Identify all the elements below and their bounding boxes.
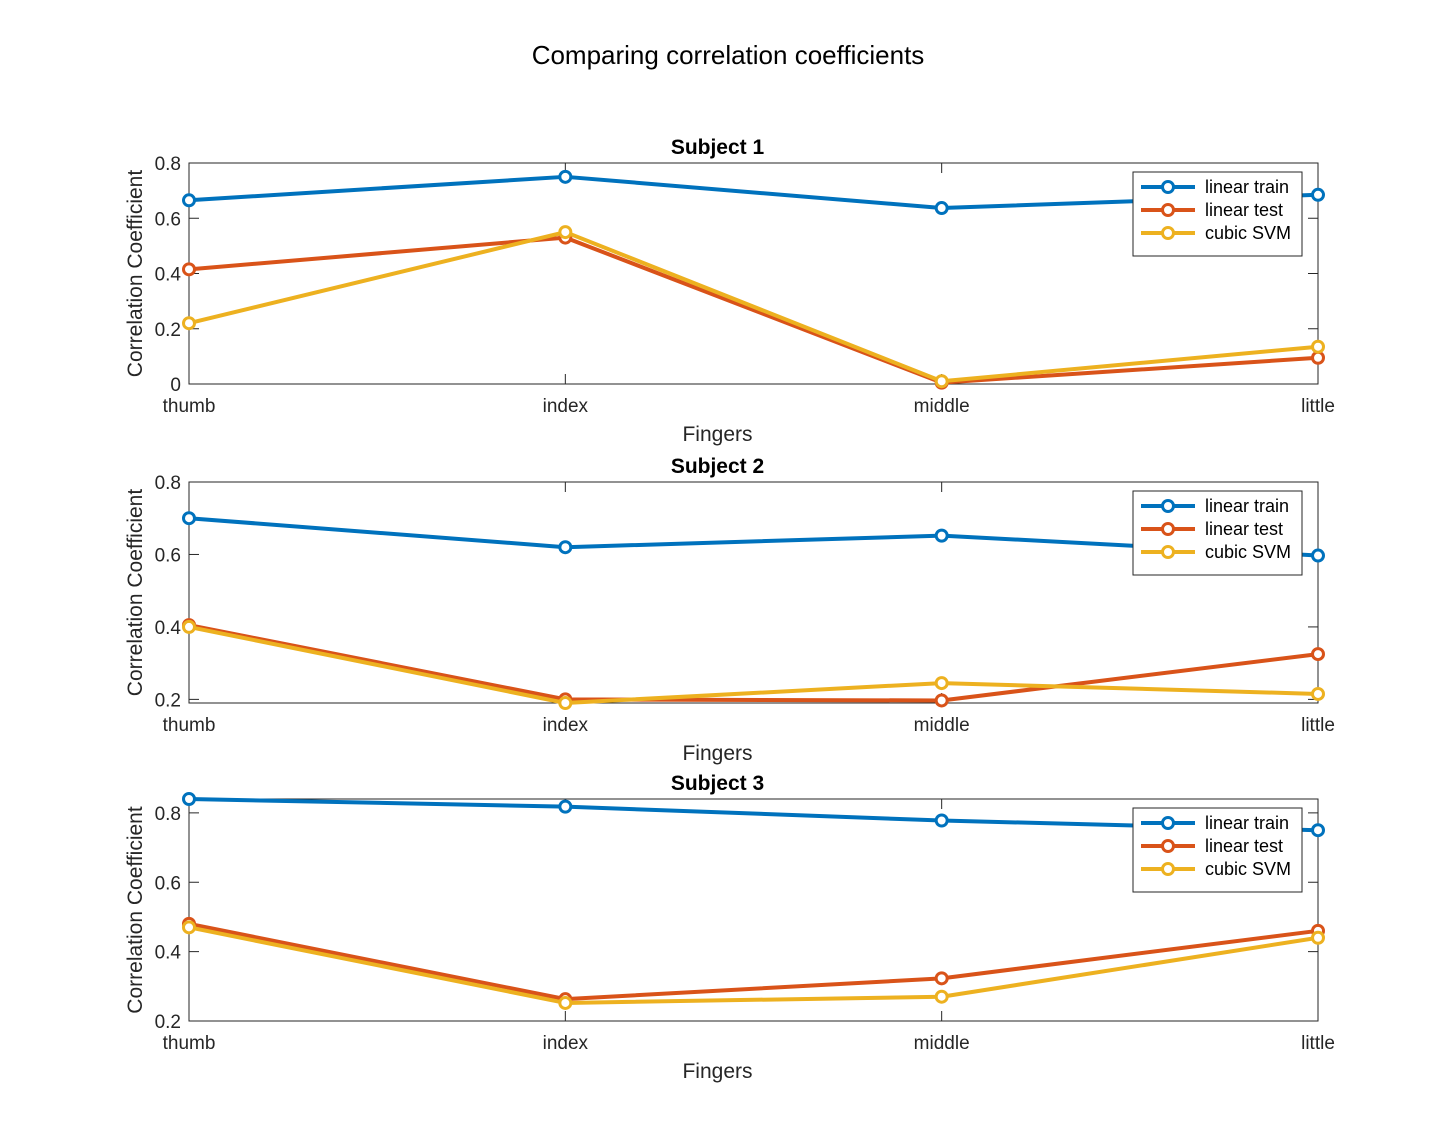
x-tick-label: little <box>1301 715 1335 736</box>
data-point <box>934 813 949 828</box>
series-line-1 <box>188 174 1319 211</box>
x-tick-label: thumb <box>163 396 216 417</box>
data-point <box>1311 350 1325 365</box>
y-axis-label: Correlation Coefficient <box>124 170 147 378</box>
legend-marker <box>1161 862 1175 876</box>
legend-marker <box>1161 203 1175 217</box>
x-tick-label: index <box>543 715 589 736</box>
subplot-title: Subject 3 <box>671 772 764 795</box>
legend-marker <box>1161 522 1175 536</box>
y-tick-label: 0.8 <box>155 154 181 175</box>
x-tick-label: middle <box>914 1033 970 1054</box>
series-line-3 <box>188 925 1319 1005</box>
series-line-1 <box>188 516 1319 558</box>
y-tick-label: 0.8 <box>155 473 181 494</box>
data-point <box>182 262 196 277</box>
x-tick-label: middle <box>914 715 970 736</box>
subplot-title: Subject 2 <box>671 455 764 478</box>
data-point <box>1311 339 1325 354</box>
x-tick-label: index <box>543 396 589 417</box>
legend-label: linear train <box>1205 496 1289 516</box>
data-point <box>1311 187 1325 202</box>
data-point <box>558 696 573 710</box>
x-tick-label: thumb <box>163 715 216 736</box>
y-tick-label: 0.4 <box>155 943 182 964</box>
data-point <box>934 971 949 986</box>
series-line-2 <box>188 235 1319 385</box>
legend-label: cubic SVM <box>1205 223 1291 243</box>
subplot-3: 0.2 0.4 0.6 0.8 thumb index middle little Subjec… <box>124 772 1335 1083</box>
legend-marker <box>1161 180 1175 194</box>
data-point <box>934 693 949 708</box>
data-point <box>558 225 573 240</box>
x-axis-label: Fingers <box>682 1060 752 1083</box>
data-point <box>182 511 196 526</box>
axes-box <box>188 481 1319 704</box>
x-tick-label: thumb <box>163 1033 216 1054</box>
y-axis-label: Correlation Coefficient <box>124 489 147 697</box>
data-point <box>1311 647 1325 662</box>
data-point <box>934 989 949 1004</box>
data-point <box>1311 823 1325 838</box>
x-tick-label: middle <box>914 396 970 417</box>
data-point <box>1311 930 1325 945</box>
data-point <box>1311 686 1325 701</box>
series-line-2 <box>188 623 1319 703</box>
x-tick-label: little <box>1301 396 1335 417</box>
data-point <box>934 528 949 543</box>
y-tick-label: 0.6 <box>155 545 181 566</box>
data-point <box>1311 548 1325 563</box>
figure-title: Comparing correlation coefficients <box>531 40 925 70</box>
data-point <box>558 799 573 814</box>
x-tick-label: index <box>543 1033 589 1054</box>
series-line-1 <box>188 797 1319 833</box>
legend-label: linear test <box>1205 200 1283 220</box>
x-axis-label: Fingers <box>682 423 752 446</box>
legend-marker <box>1161 226 1175 240</box>
data-point <box>558 169 573 184</box>
data-point <box>182 792 196 806</box>
data-point <box>934 374 949 389</box>
legend-marker <box>1161 499 1175 513</box>
y-axis-label: Correlation Coefficient <box>124 806 147 1014</box>
subplot-1: 0 0.2 0.4 0.6 0.8 thumb index middle little Subje… <box>124 136 1335 446</box>
legend-marker <box>1161 545 1175 559</box>
legend-label: cubic SVM <box>1205 859 1291 879</box>
data-point <box>182 193 196 208</box>
data-point <box>182 619 196 634</box>
data-point <box>934 676 949 691</box>
data-point <box>558 540 573 555</box>
legend-label: linear test <box>1205 836 1283 856</box>
legend-label: linear test <box>1205 519 1283 539</box>
y-tick-label: 0.2 <box>155 690 181 711</box>
series-line-3 <box>188 230 1319 384</box>
series-line-2 <box>188 921 1319 1002</box>
y-tick-label: 0.2 <box>155 320 181 341</box>
y-tick-label: 0.6 <box>155 873 181 894</box>
y-tick-label: 0.6 <box>155 209 181 230</box>
axes-box <box>188 798 1319 1022</box>
y-tick-label: 0.4 <box>155 265 182 286</box>
subplot-title: Subject 1 <box>671 136 765 159</box>
x-axis-label: Fingers <box>682 742 752 765</box>
data-point <box>182 316 196 331</box>
legend-marker <box>1161 816 1175 830</box>
legend-marker <box>1161 839 1175 853</box>
y-tick-label: 0 <box>170 375 181 396</box>
x-tick-label: little <box>1301 1033 1335 1054</box>
subplot-2: 0.2 0.4 0.6 0.8 thumb index middle little Subjec… <box>124 455 1335 765</box>
legend-label: linear train <box>1205 813 1289 833</box>
legend-label: linear train <box>1205 177 1289 197</box>
data-point <box>934 201 949 216</box>
y-tick-label: 0.4 <box>155 618 182 639</box>
data-point <box>558 995 573 1010</box>
y-tick-label: 0.2 <box>155 1012 181 1033</box>
data-point <box>182 920 196 935</box>
series-line-3 <box>188 624 1319 705</box>
legend-label: cubic SVM <box>1205 542 1291 562</box>
y-tick-label: 0.8 <box>155 804 181 825</box>
